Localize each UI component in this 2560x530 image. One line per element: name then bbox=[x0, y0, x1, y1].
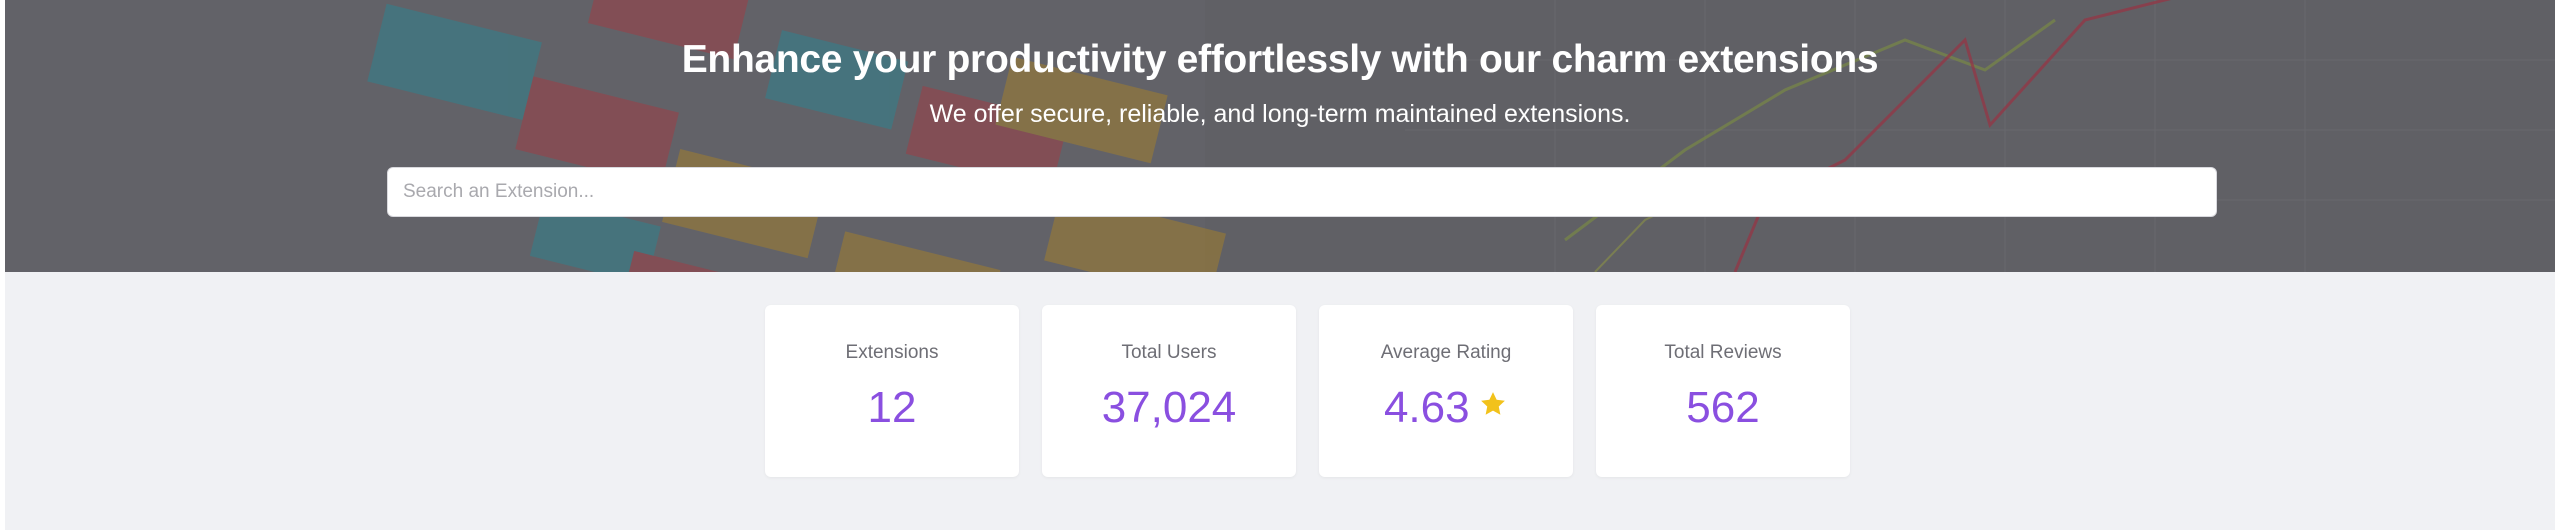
hero-background-image bbox=[5, 0, 2555, 272]
stat-value: 12 bbox=[867, 383, 917, 432]
stat-value: 4.63 bbox=[1383, 383, 1470, 432]
stat-card-extensions: Extensions 12 bbox=[765, 305, 1019, 477]
stat-value: 37,024 bbox=[1101, 383, 1237, 432]
hero-banner: Enhance your productivity effortlessly w… bbox=[5, 0, 2555, 272]
stat-card-average-rating: Average Rating 4.63 bbox=[1319, 305, 1573, 477]
stat-label: Average Rating bbox=[1380, 342, 1512, 363]
stat-label: Total Users bbox=[1121, 342, 1217, 363]
star-icon bbox=[1481, 392, 1505, 415]
hero-subtitle: We offer secure, reliable, and long-term… bbox=[929, 100, 1631, 128]
stats-row: Extensions 12 Total Users 37,024 Average… bbox=[765, 305, 1850, 477]
search-extension-input[interactable] bbox=[387, 167, 2217, 217]
stat-label: Total Reviews bbox=[1664, 342, 1782, 363]
stat-value: 562 bbox=[1686, 383, 1760, 432]
hero-title: Enhance your productivity effortlessly w… bbox=[681, 38, 1879, 81]
stat-label: Extensions bbox=[845, 342, 939, 363]
stat-card-total-users: Total Users 37,024 bbox=[1042, 305, 1296, 477]
stat-card-total-reviews: Total Reviews 562 bbox=[1596, 305, 1850, 477]
main-frame: Enhance your productivity effortlessly w… bbox=[5, 0, 2555, 530]
